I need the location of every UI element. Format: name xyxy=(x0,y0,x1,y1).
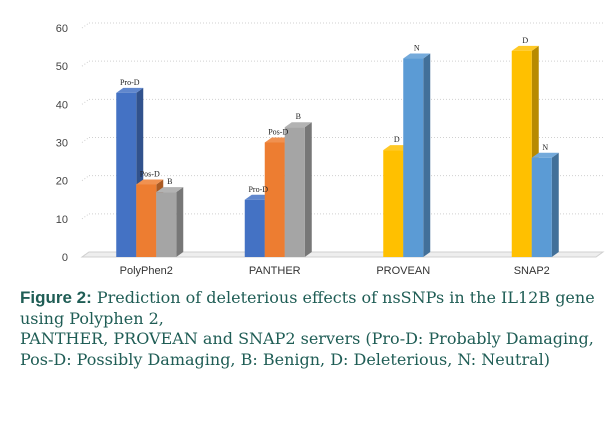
y-tick-label: 60 xyxy=(56,23,68,35)
bar-data-label: D xyxy=(522,36,528,45)
bar-top xyxy=(116,87,144,93)
bar-top xyxy=(284,122,312,128)
y-tick-label: 30 xyxy=(56,138,68,150)
bar-top xyxy=(136,179,164,185)
bar-side xyxy=(551,152,559,257)
bar-top xyxy=(511,45,539,51)
bar-side xyxy=(304,122,312,257)
bar-data-label: Pro-D xyxy=(120,78,140,87)
caption-label: Figure 2: xyxy=(20,288,92,307)
bar-data-label: Pro-D xyxy=(248,185,268,194)
y-tick-label: 40 xyxy=(56,99,68,111)
bar-side xyxy=(176,187,184,257)
bars xyxy=(116,45,559,258)
bar xyxy=(383,150,404,257)
gridline-depth xyxy=(81,213,90,220)
bar xyxy=(531,157,552,257)
bar xyxy=(156,192,177,257)
y-tick-label: 50 xyxy=(56,61,68,73)
bar-top xyxy=(403,53,431,59)
bar-data-label: Pos-D xyxy=(140,169,160,178)
bar-data-label: D xyxy=(394,135,400,144)
bar xyxy=(511,50,532,258)
x-category-label: SNAP2 xyxy=(514,265,550,277)
x-category-label: PROVEAN xyxy=(376,265,430,277)
bar xyxy=(244,199,265,257)
bar-data-label: B xyxy=(296,112,301,121)
x-category-label: PolyPhen2 xyxy=(120,265,173,277)
caption-text: Prediction of deleterious effects of nsS… xyxy=(20,288,595,328)
bar-data-label: N xyxy=(414,44,420,53)
bar-data-label: B xyxy=(167,177,172,186)
axes: 0 10 20 30 40 50 60 PolyPhen2 PANTHER PROVEAN SNAP… xyxy=(56,23,605,277)
gridline-depth xyxy=(81,22,90,29)
bar xyxy=(136,184,157,257)
data-labels: Pro-D Pos-D B Pro-D Pos-D B D N D N xyxy=(120,36,548,194)
bar xyxy=(284,127,305,257)
gridline-depth xyxy=(81,60,90,67)
chart-floor xyxy=(80,251,605,258)
gridline-depth xyxy=(81,175,90,182)
bar xyxy=(264,142,285,257)
gridline-depth xyxy=(81,98,90,105)
bar xyxy=(403,58,424,258)
bar xyxy=(116,92,137,257)
bar-data-label: Pos-D xyxy=(268,128,288,137)
figure-caption: Figure 2: Prediction of deleterious effe… xyxy=(20,288,610,370)
y-tick-label: 0 xyxy=(62,252,68,264)
y-tick-label: 20 xyxy=(56,176,68,188)
y-tick-label: 10 xyxy=(56,214,68,226)
gridline-depth xyxy=(81,137,90,143)
x-category-label: PANTHER xyxy=(249,265,301,277)
bar-data-label: N xyxy=(542,143,548,152)
caption-text-2: PANTHER, PROVEAN and SNAP2 servers (Pro-… xyxy=(20,329,594,369)
bar-top xyxy=(531,152,559,158)
bar-chart: 0 10 20 30 40 50 60 PolyPhen2 PANTHER PROVEAN SNAP… xyxy=(56,22,605,277)
bar-top xyxy=(156,187,184,193)
bar-side xyxy=(423,53,431,258)
